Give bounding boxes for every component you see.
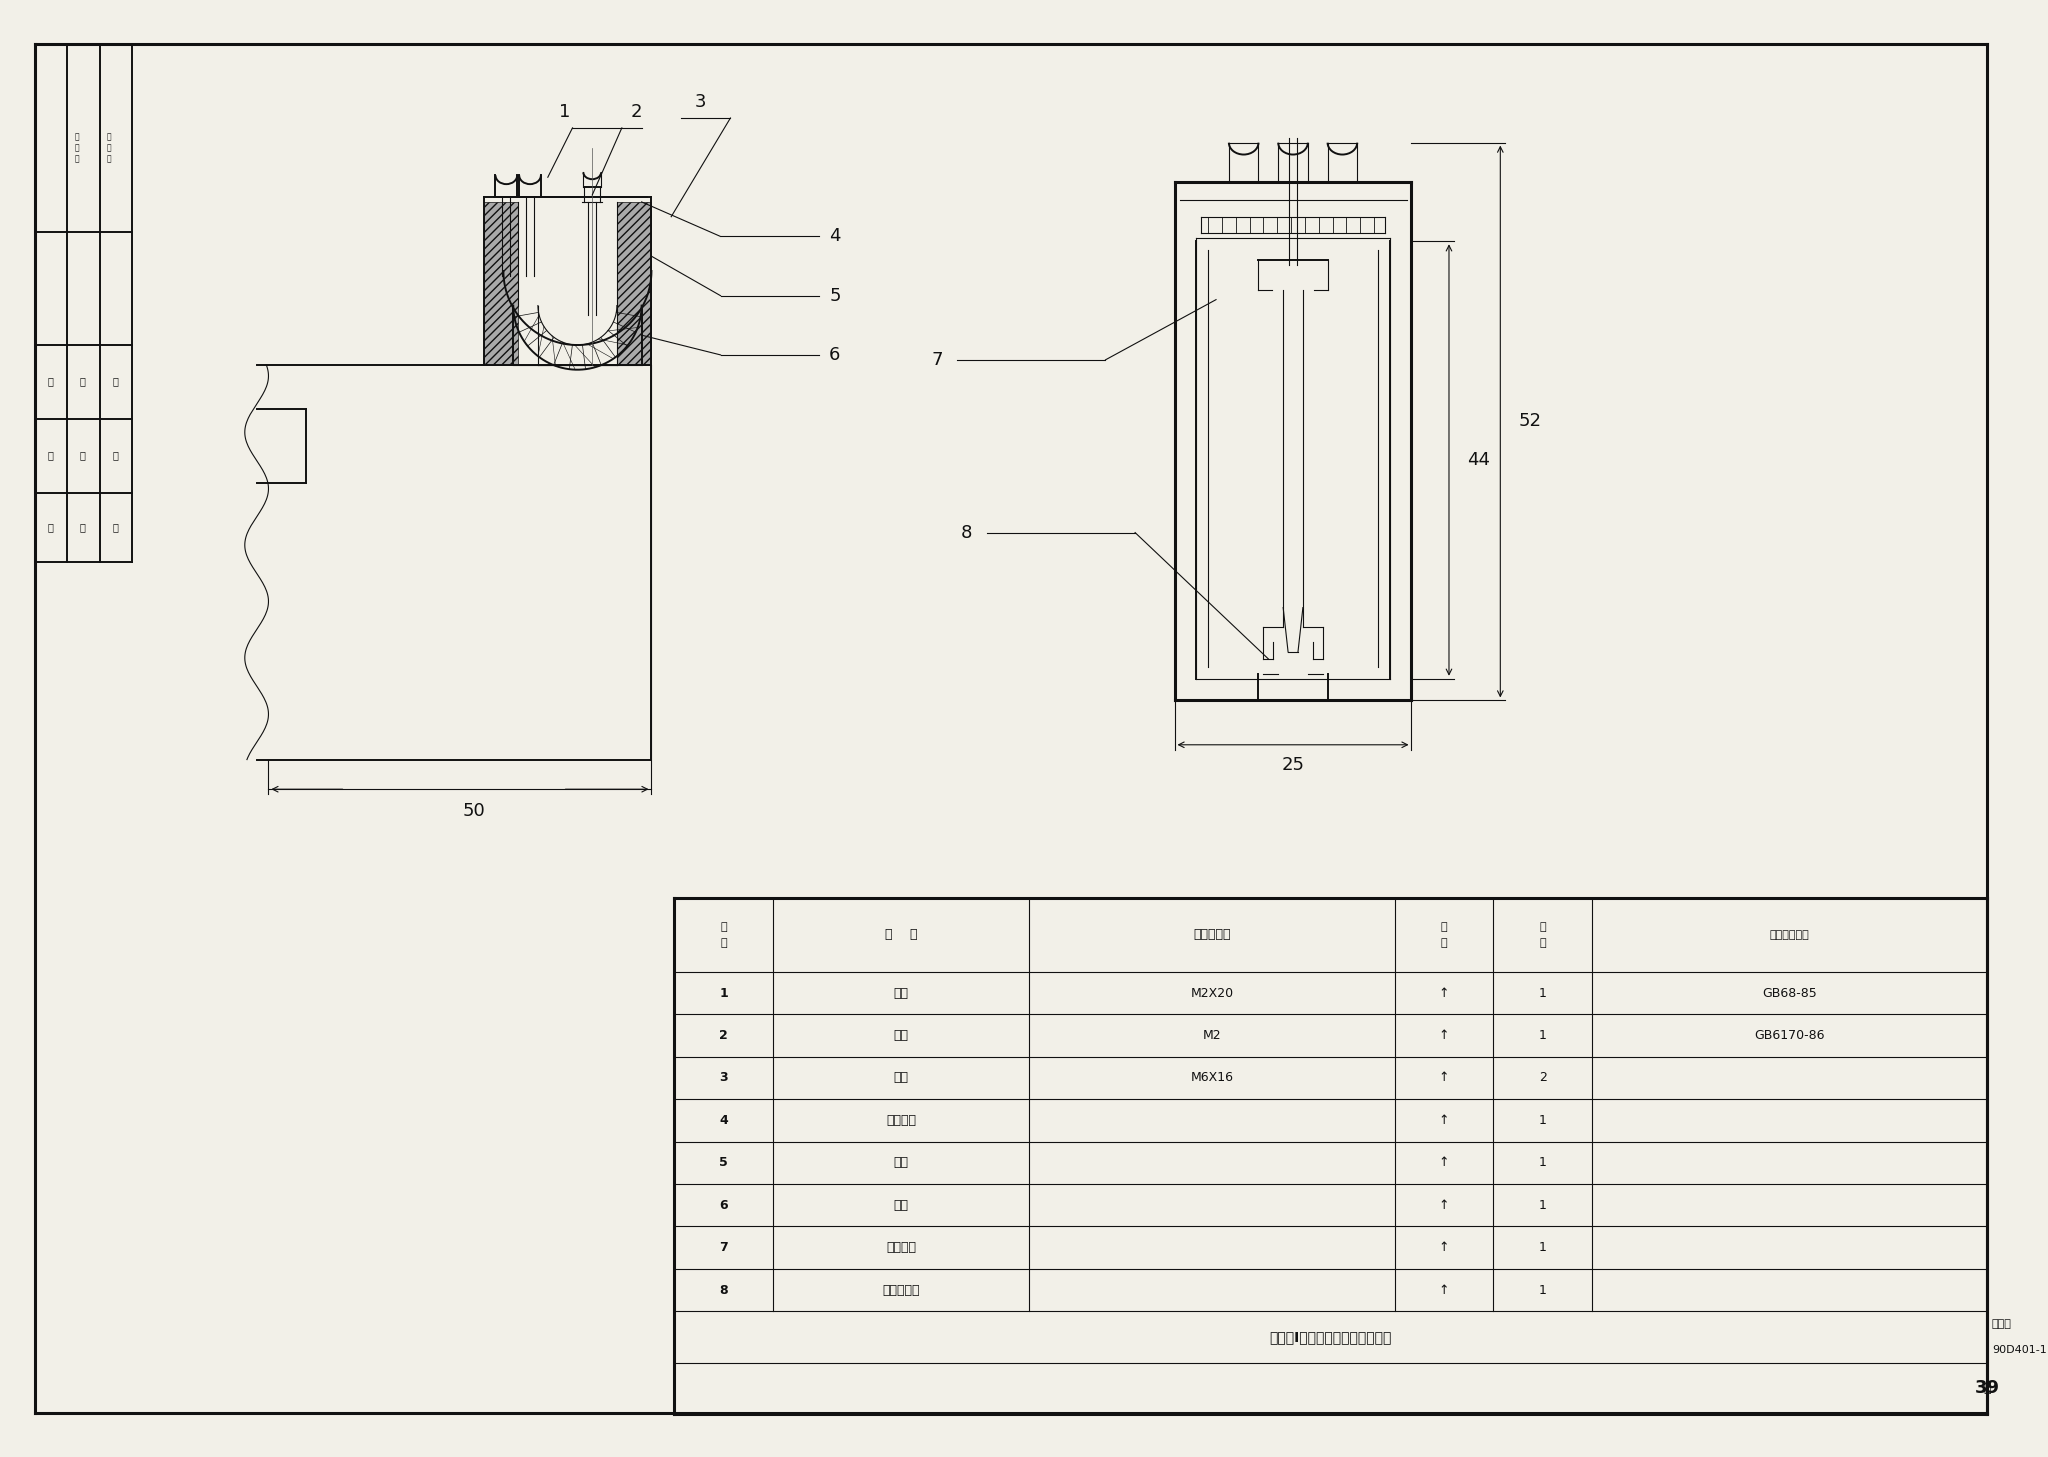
Text: 审: 审 xyxy=(113,523,119,533)
Text: 数: 数 xyxy=(1540,922,1546,932)
Text: 图集号: 图集号 xyxy=(1993,1319,2011,1329)
Text: 4: 4 xyxy=(829,227,840,245)
Text: 7: 7 xyxy=(932,351,942,369)
Text: ↑: ↑ xyxy=(1440,1284,1450,1297)
Text: 7: 7 xyxy=(719,1241,727,1254)
Text: 1: 1 xyxy=(1538,1113,1546,1126)
Text: 8: 8 xyxy=(961,523,973,542)
Text: GB68-85: GB68-85 xyxy=(1761,986,1817,1000)
Text: 单: 单 xyxy=(1440,922,1448,932)
Text: 52: 52 xyxy=(1518,412,1540,430)
Text: 耶桡: 耶桡 xyxy=(893,1071,909,1084)
Text: 1: 1 xyxy=(1538,1241,1546,1254)
Text: 核: 核 xyxy=(80,450,86,460)
Text: 4: 4 xyxy=(719,1113,727,1126)
Text: ↑: ↑ xyxy=(1440,1071,1450,1084)
Text: 名    称: 名 称 xyxy=(885,928,918,941)
Text: 位: 位 xyxy=(1440,938,1448,947)
Text: 图号或标准号: 图号或标准号 xyxy=(1769,930,1808,940)
Text: ↑: ↑ xyxy=(1440,1241,1450,1254)
Text: 衩板: 衩板 xyxy=(893,1157,909,1170)
Text: 1: 1 xyxy=(559,103,569,121)
Text: 8: 8 xyxy=(719,1284,727,1297)
Text: ↑: ↑ xyxy=(1440,986,1450,1000)
Bar xyxy=(616,203,651,364)
Text: 44: 44 xyxy=(1466,450,1489,469)
Text: ↑: ↑ xyxy=(1440,1199,1450,1212)
Text: 3: 3 xyxy=(694,93,707,111)
Text: 定: 定 xyxy=(80,523,86,533)
Text: 1: 1 xyxy=(1538,1199,1546,1212)
Text: 1: 1 xyxy=(1538,1029,1546,1042)
Text: 5: 5 xyxy=(719,1157,727,1170)
Text: 单线式I型安全滑触线固定盒安装: 单线式I型安全滑触线固定盒安装 xyxy=(1270,1330,1393,1343)
Text: 2: 2 xyxy=(719,1029,727,1042)
Text: 图: 图 xyxy=(47,523,53,533)
Text: ↑: ↑ xyxy=(1440,1029,1450,1042)
Text: 6: 6 xyxy=(829,345,840,364)
Text: 正: 正 xyxy=(80,376,86,386)
Text: 压板: 压板 xyxy=(893,1199,909,1212)
Text: 1: 1 xyxy=(1538,1157,1546,1170)
Text: ↑: ↑ xyxy=(1440,1113,1450,1126)
Text: 城
市
建: 城 市 建 xyxy=(74,133,80,163)
Text: 绘: 绘 xyxy=(113,376,119,386)
Text: M6X16: M6X16 xyxy=(1190,1071,1233,1084)
Text: 筑
设
计: 筑 设 计 xyxy=(106,133,111,163)
Text: 导轨绝缘套: 导轨绝缘套 xyxy=(883,1284,920,1297)
Text: 导轨铝芯: 导轨铝芯 xyxy=(887,1241,915,1254)
Text: 页: 页 xyxy=(1982,1381,1991,1394)
Text: 型号及规格: 型号及规格 xyxy=(1194,928,1231,941)
Text: 1: 1 xyxy=(1538,986,1546,1000)
Bar xyxy=(483,203,518,364)
Text: 量: 量 xyxy=(1540,938,1546,947)
Text: 5: 5 xyxy=(829,287,840,305)
Text: 2: 2 xyxy=(1538,1071,1546,1084)
Text: 号: 号 xyxy=(721,938,727,947)
Text: 编: 编 xyxy=(721,922,727,932)
Text: 耶母: 耶母 xyxy=(893,1029,909,1042)
Text: 6: 6 xyxy=(719,1199,727,1212)
Text: 2: 2 xyxy=(631,103,643,121)
Text: ↑: ↑ xyxy=(1440,1157,1450,1170)
Text: 塑料壳体: 塑料壳体 xyxy=(887,1113,915,1126)
Text: M2: M2 xyxy=(1202,1029,1221,1042)
Text: 1: 1 xyxy=(1538,1284,1546,1297)
Text: 90D401-1: 90D401-1 xyxy=(1993,1345,2046,1355)
Text: M2X20: M2X20 xyxy=(1190,986,1233,1000)
Text: 耶钉: 耶钉 xyxy=(893,986,909,1000)
Text: 校: 校 xyxy=(47,376,53,386)
Text: 39: 39 xyxy=(1974,1380,1999,1397)
Text: 图: 图 xyxy=(113,450,119,460)
Text: 审: 审 xyxy=(47,450,53,460)
Text: 25: 25 xyxy=(1282,756,1305,774)
Text: GB6170-86: GB6170-86 xyxy=(1755,1029,1825,1042)
Text: 1: 1 xyxy=(719,986,727,1000)
Text: 50: 50 xyxy=(463,801,485,820)
Text: 3: 3 xyxy=(719,1071,727,1084)
